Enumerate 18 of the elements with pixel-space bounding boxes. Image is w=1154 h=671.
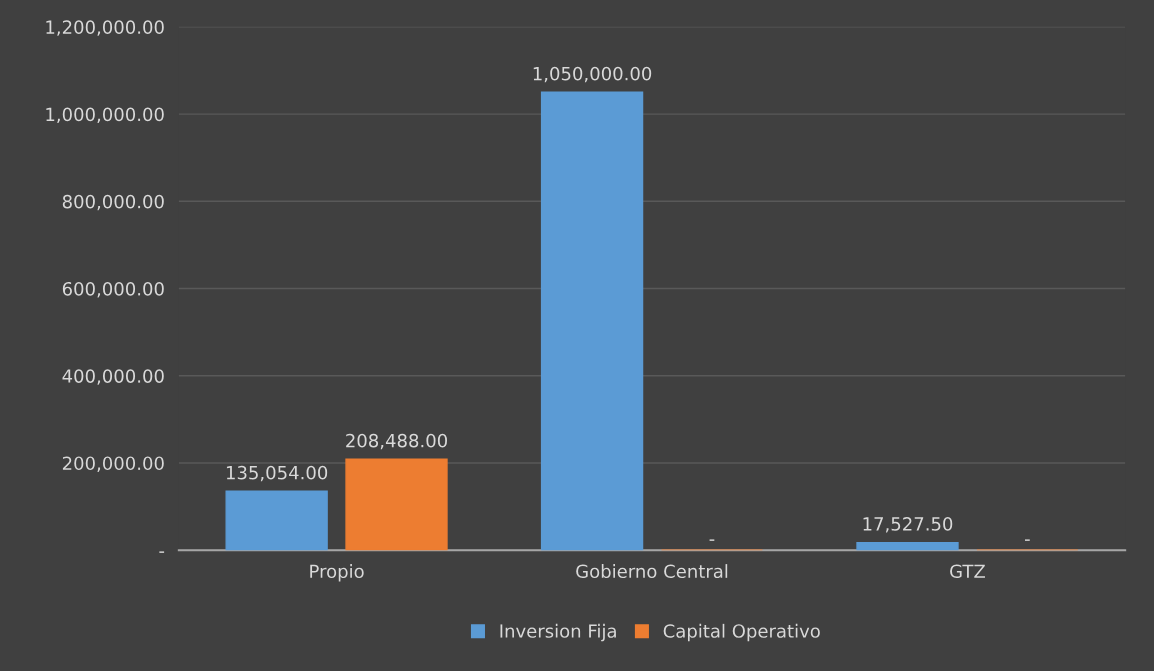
y-tick-label: 800,000.00	[62, 194, 164, 211]
y-tick-label: 200,000.00	[62, 456, 164, 472]
x-tick-label: Propio	[310, 564, 364, 582]
x-tick-label: GTZ	[950, 564, 985, 579]
data-label: 135,054.00	[226, 465, 328, 482]
x-tick-label: Gobierno Central	[576, 564, 728, 579]
y-tick-label: -	[159, 551, 165, 553]
y-tick-label: 1,200,000.00	[46, 20, 164, 36]
data-label: 17,527.50	[863, 517, 953, 533]
y-tick-label: 600,000.00	[62, 281, 164, 298]
legend-label: Inversion Fija	[500, 623, 616, 642]
data-label: -	[709, 539, 715, 541]
y-tick-label: 1,000,000.00	[46, 107, 164, 124]
y-tick-label: 400,000.00	[62, 369, 164, 385]
legend-label: Capital Operativo	[663, 623, 820, 642]
data-label: -	[1024, 539, 1030, 541]
data-label: 1,050,000.00	[533, 66, 652, 83]
data-label: 208,488.00	[346, 433, 447, 450]
